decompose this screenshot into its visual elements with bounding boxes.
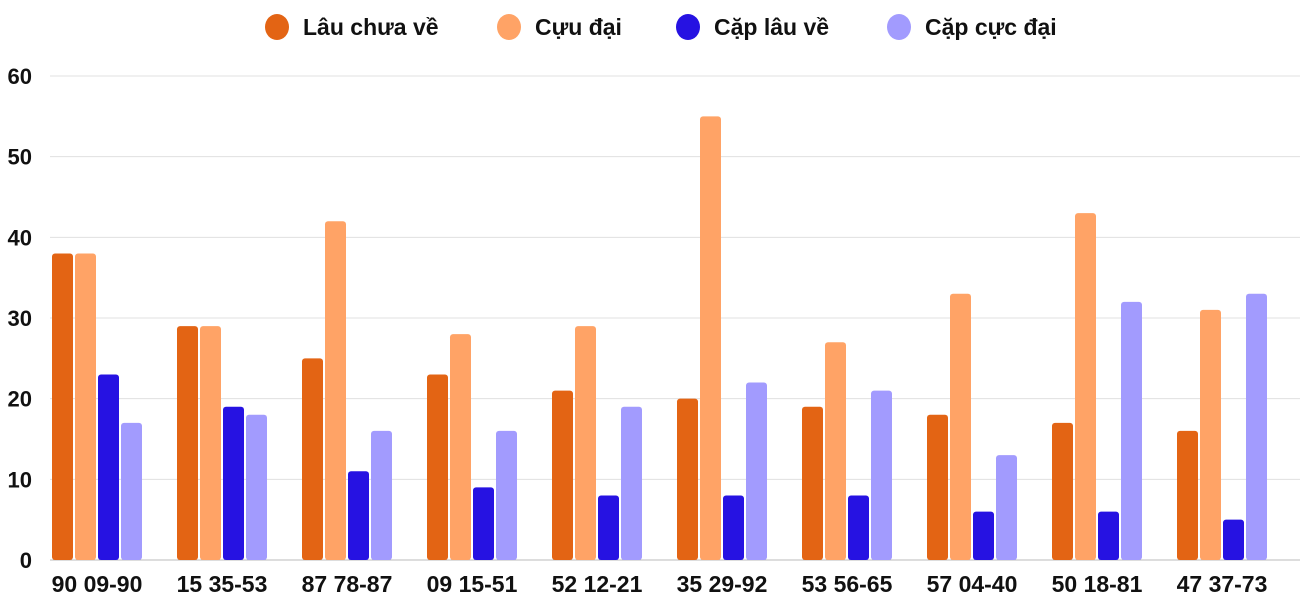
x-tick-label: 47 37-73 — [1177, 571, 1268, 597]
legend-marker — [497, 14, 521, 40]
x-tick-label: 52 12-21 — [552, 571, 643, 597]
bar-4 — [371, 430, 392, 560]
bar-4 — [746, 382, 767, 560]
bar-3 — [1098, 511, 1119, 560]
bar-4 — [121, 422, 142, 560]
bar-3 — [473, 487, 494, 560]
bar-1 — [1177, 430, 1198, 560]
bar-2 — [75, 253, 96, 560]
y-tick-label: 30 — [8, 306, 32, 331]
legend-marker — [265, 14, 289, 40]
bar-2 — [700, 116, 721, 560]
bar-2 — [1075, 213, 1096, 560]
bar-1 — [1052, 422, 1073, 560]
bar-4 — [1121, 301, 1142, 560]
bar-2 — [825, 342, 846, 560]
bar-3 — [98, 374, 119, 560]
bar-1 — [677, 398, 698, 560]
y-tick-label: 10 — [8, 467, 32, 492]
x-tick-label: 57 04-40 — [927, 571, 1018, 597]
bar-2 — [325, 221, 346, 560]
y-tick-label: 60 — [8, 64, 32, 89]
bar-4 — [621, 406, 642, 560]
y-tick-label: 0 — [20, 548, 32, 573]
bar-1 — [552, 390, 573, 560]
x-tick-label: 35 29-92 — [677, 571, 768, 597]
bar-3 — [848, 495, 869, 560]
legend-label: Cựu đại — [535, 14, 622, 40]
bar-2 — [200, 326, 221, 560]
bar-3 — [348, 471, 369, 560]
y-tick-label: 50 — [8, 145, 32, 170]
bar-1 — [302, 358, 323, 560]
bar-2 — [450, 334, 471, 560]
legend-label: Cặp lâu về — [714, 14, 829, 40]
bar-1 — [177, 326, 198, 560]
bar-2 — [1200, 309, 1221, 560]
x-tick-label: 87 78-87 — [302, 571, 393, 597]
bar-3 — [598, 495, 619, 560]
bar-3 — [723, 495, 744, 560]
legend-marker — [676, 14, 700, 40]
y-tick-label: 40 — [8, 225, 32, 250]
bar-1 — [427, 374, 448, 560]
bar-3 — [223, 406, 244, 560]
bar-4 — [246, 414, 267, 560]
bar-4 — [871, 390, 892, 560]
legend-label: Cặp cực đại — [925, 14, 1057, 40]
legend-label: Lâu chưa về — [303, 14, 439, 40]
bar-1 — [802, 406, 823, 560]
bar-2 — [950, 293, 971, 560]
x-tick-label: 50 18-81 — [1052, 571, 1143, 597]
y-tick-label: 20 — [8, 387, 32, 412]
bar-4 — [996, 455, 1017, 560]
x-tick-label: 90 09-90 — [52, 571, 143, 597]
bar-4 — [1246, 293, 1267, 560]
bar-3 — [1223, 519, 1244, 560]
x-tick-label: 15 35-53 — [177, 571, 268, 597]
bar-1 — [927, 414, 948, 560]
bar-4 — [496, 430, 517, 560]
x-tick-label: 53 56-65 — [802, 571, 893, 597]
bar-1 — [52, 253, 73, 560]
legend-marker — [887, 14, 911, 40]
bar-2 — [575, 326, 596, 560]
bar-3 — [973, 511, 994, 560]
x-tick-label: 09 15-51 — [427, 571, 518, 597]
